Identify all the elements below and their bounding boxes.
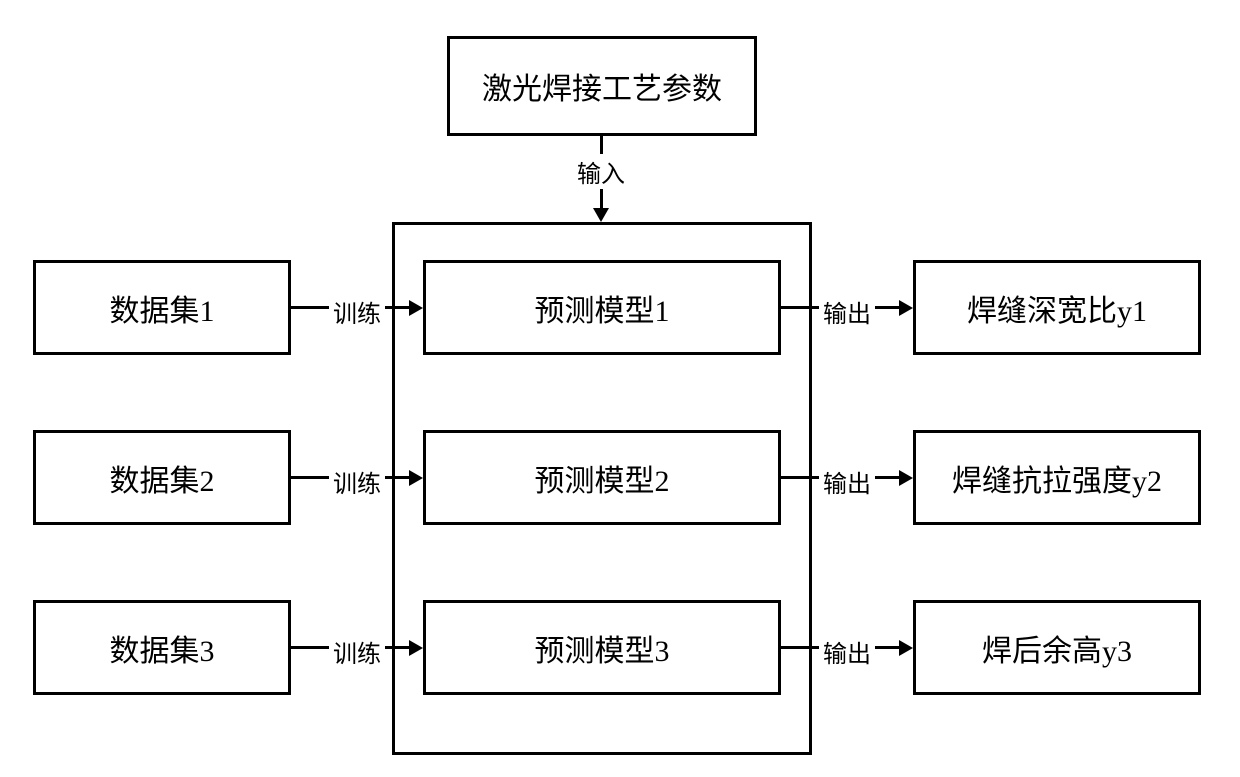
output-label: 焊缝抗拉强度y2 <box>952 456 1162 500</box>
output-edge-arrow <box>899 640 913 656</box>
train-edge-arrow <box>409 640 423 656</box>
output-label: 焊缝深宽比y1 <box>967 286 1147 330</box>
train-edge-label: 训练 <box>329 464 385 499</box>
train-edge-label: 训练 <box>329 634 385 669</box>
train-edge-label: 训练 <box>329 294 385 329</box>
train-edge-arrow <box>409 470 423 486</box>
dataset-box: 数据集2 <box>33 430 291 525</box>
model-box: 预测模型1 <box>423 260 781 355</box>
model-label: 预测模型2 <box>535 456 670 500</box>
output-edge-label: 输出 <box>819 294 875 329</box>
train-edge-arrow <box>409 300 423 316</box>
dataset-label: 数据集3 <box>110 626 215 670</box>
output-edge-label: 输出 <box>819 634 875 669</box>
output-label: 焊后余高y3 <box>982 626 1132 670</box>
dataset-label: 数据集2 <box>110 456 215 500</box>
model-box: 预测模型2 <box>423 430 781 525</box>
output-box: 焊缝深宽比y1 <box>913 260 1201 355</box>
output-edge-arrow <box>899 470 913 486</box>
dataset-box: 数据集3 <box>33 600 291 695</box>
output-edge-arrow <box>899 300 913 316</box>
output-edge-label: 输出 <box>819 464 875 499</box>
top-parameter-box: 激光焊接工艺参数 <box>447 36 757 136</box>
dataset-label: 数据集1 <box>110 286 215 330</box>
model-label: 预测模型3 <box>535 626 670 670</box>
top-parameter-label: 激光焊接工艺参数 <box>482 64 722 108</box>
input-edge-arrow <box>593 208 609 222</box>
output-box: 焊缝抗拉强度y2 <box>913 430 1201 525</box>
model-box: 预测模型3 <box>423 600 781 695</box>
model-label: 预测模型1 <box>535 286 670 330</box>
dataset-box: 数据集1 <box>33 260 291 355</box>
input-edge-label: 输入 <box>573 154 629 189</box>
output-box: 焊后余高y3 <box>913 600 1201 695</box>
